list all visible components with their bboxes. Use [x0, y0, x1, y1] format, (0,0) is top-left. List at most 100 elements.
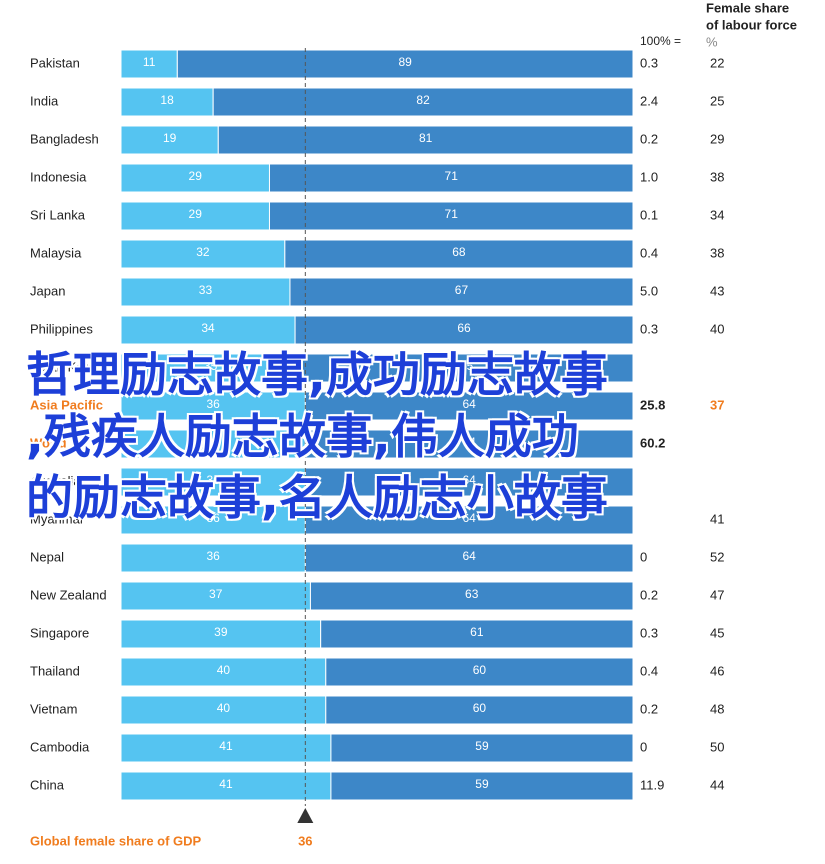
bar-label: 29: [189, 169, 203, 183]
gdp-value: 60.2: [640, 435, 665, 450]
gdp-value: 2.4: [640, 93, 658, 108]
bar-label: 64: [462, 473, 476, 487]
bar-label: 71: [445, 169, 459, 183]
bar-label: 82: [416, 93, 430, 107]
gdp-value: 1.0: [640, 169, 658, 184]
bar-label: 71: [445, 207, 459, 221]
category-label: Myanmar: [30, 511, 85, 526]
gdp-value: 0.3: [640, 321, 658, 336]
bar-label: 36: [206, 435, 220, 449]
category-label: Asia Pacific: [30, 397, 103, 412]
bar-label: 64: [462, 511, 476, 525]
bar-label: 64: [462, 549, 476, 563]
gdp-value: 0.2: [640, 701, 658, 716]
overlay-text: 的励志故事,名人励志小故事: [26, 471, 608, 526]
gdp-value: 0.2: [640, 587, 658, 602]
gdp-value: 0.2: [640, 131, 658, 146]
bar-label: 35: [204, 359, 218, 373]
labour-value: 41: [710, 511, 724, 526]
bar-segment: [120, 543, 306, 573]
category-label: Japan: [30, 283, 65, 298]
bar-label: 65: [460, 359, 474, 373]
bar-segment: [268, 163, 634, 193]
labour-unit: %: [706, 34, 718, 49]
gdp-header: 100% =: [640, 34, 681, 48]
bar-segment: [120, 315, 296, 345]
gdp-value: 0.4: [640, 663, 658, 678]
bar-label: 34: [201, 321, 215, 335]
category-label: Singapore: [30, 625, 89, 640]
reference-value: 36: [298, 833, 312, 848]
bar-label: 32: [196, 245, 210, 259]
labour-header: of labour force: [706, 17, 797, 32]
bar-label: 11: [143, 55, 156, 69]
category-label: Nepal: [30, 549, 64, 564]
bar-segment: [120, 49, 178, 79]
bar-label: 29: [189, 207, 203, 221]
bar-segment: [120, 657, 327, 687]
bar-segment: [299, 353, 634, 383]
overlay-text: 哲理励志故事,成功励志故事: [26, 348, 608, 403]
bar-label: 36: [206, 511, 220, 525]
bar-label: 41: [219, 739, 233, 753]
labour-value: 43: [710, 283, 724, 298]
category-label: Sri Lanka: [30, 207, 86, 222]
bar-label: 59: [475, 777, 489, 791]
bar-segment: [217, 125, 634, 155]
bar-label: 40: [217, 663, 231, 677]
bar-segment: [120, 201, 270, 231]
bar-segment: [294, 315, 634, 345]
overlay-text: ,残疾人励志故事,伟人成功: [26, 410, 579, 465]
bar-label: 63: [465, 587, 479, 601]
bar-label: 40: [217, 701, 231, 715]
bar-segment: [268, 201, 634, 231]
category-label: Vietnam: [30, 701, 77, 716]
labour-value: 45: [710, 625, 724, 640]
gdp-value: 0.1: [640, 207, 658, 222]
gdp-value: 0.4: [640, 245, 658, 260]
bar-segment: [120, 581, 311, 611]
bar-label: 64: [462, 397, 476, 411]
category-label: Indonesia: [30, 169, 87, 184]
category-label: Malaysia: [30, 245, 82, 260]
reference-label: Global female share of GDP: [30, 833, 202, 848]
bar-label: 36: [206, 549, 220, 563]
category-label: Philippines: [30, 321, 93, 336]
bar-label: 64: [462, 435, 476, 449]
labour-value: 50: [710, 739, 724, 754]
labour-value: 37: [710, 397, 724, 412]
bar-segment: [284, 239, 634, 269]
category-label: China: [30, 777, 65, 792]
labour-value: 25: [710, 93, 724, 108]
bar-label: 41: [219, 777, 233, 791]
bar-label: 66: [457, 321, 471, 335]
bar-segment: [330, 771, 634, 801]
bar-segment: [176, 49, 634, 79]
bar-label: 89: [398, 55, 412, 69]
gdp-value: 25.8: [640, 397, 665, 412]
bar-segment: [120, 619, 322, 649]
gdp-value: 0.3: [640, 55, 658, 70]
category-label: Cambodia: [30, 739, 90, 754]
bar-segment: [304, 543, 634, 573]
category-label: World: [30, 435, 67, 450]
labour-header: Female share: [706, 0, 789, 15]
labour-value: 40: [710, 321, 724, 336]
bar-segment: [320, 619, 634, 649]
bar-segment: [120, 695, 327, 725]
bar-label: 68: [452, 245, 466, 259]
bar-label: 36: [206, 473, 220, 487]
gdp-value: 0.3: [640, 625, 658, 640]
bar-label: 36: [206, 397, 220, 411]
bar-label: 37: [209, 587, 223, 601]
bar-segment: [120, 277, 291, 307]
bar-segment: [120, 429, 306, 459]
bar-label: 18: [160, 93, 174, 107]
category-label: Pakistan: [30, 55, 80, 70]
category-label: South Korea: [30, 359, 103, 374]
labour-value: 38: [710, 169, 724, 184]
bar-label: 60: [473, 701, 487, 715]
category-label: Australia: [30, 473, 81, 488]
